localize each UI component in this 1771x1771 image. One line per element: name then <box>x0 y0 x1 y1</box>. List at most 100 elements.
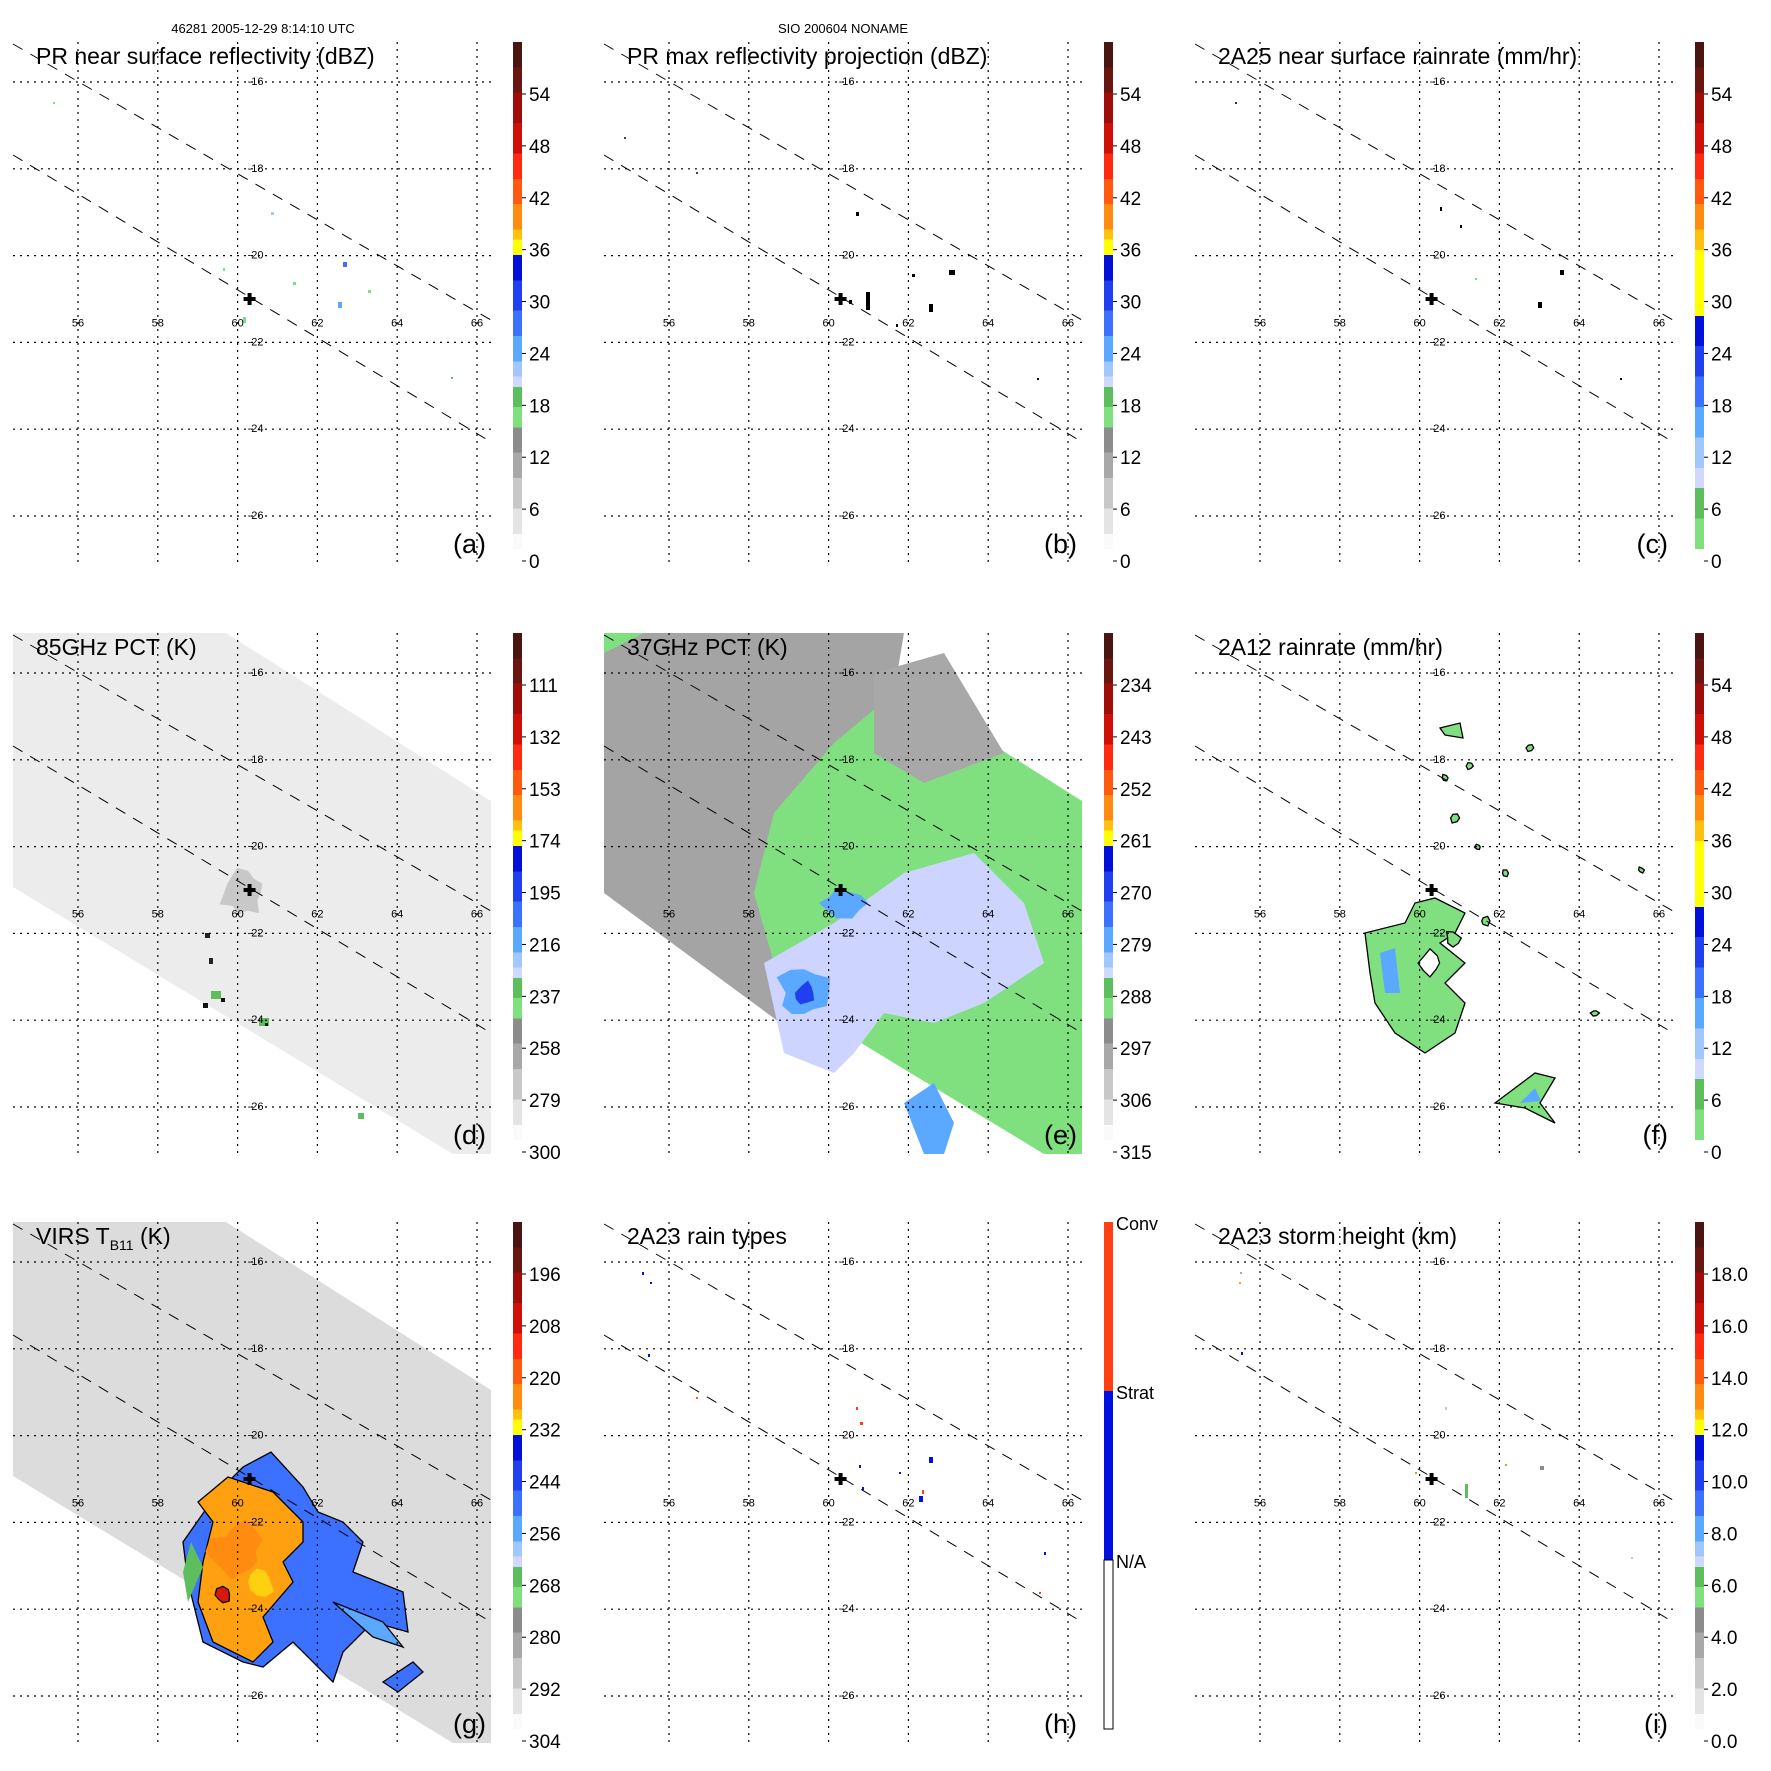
colorbar-tick-label: 300 <box>529 1143 561 1164</box>
longitude-label: 62 <box>1493 318 1505 330</box>
cold-pixel <box>265 1023 268 1026</box>
panel-letter-label: (c) <box>1637 529 1668 559</box>
longitude-label: 62 <box>902 1498 914 1510</box>
longitude-label: 62 <box>311 318 323 330</box>
warm-region <box>874 653 1004 783</box>
longitude-label: 58 <box>1334 318 1346 330</box>
rain-type-pixel <box>860 1422 863 1425</box>
colorbar-tick-label: 16.0 <box>1711 1317 1748 1338</box>
latitude-label: -22 <box>1430 927 1446 939</box>
rain-pixel <box>1440 207 1442 211</box>
longitude-label: 60 <box>822 1498 834 1510</box>
rain-type-pixel <box>642 1272 644 1275</box>
longitude-label: 64 <box>1573 1498 1585 1510</box>
colorbar-tick-label: 54 <box>529 85 551 106</box>
rain-type-pixel <box>650 1282 652 1284</box>
latitude-label: -20 <box>248 250 264 262</box>
pr-swath-edge <box>603 745 1083 1034</box>
latitude-label: -26 <box>839 510 855 522</box>
longitude-label: 66 <box>1653 318 1665 330</box>
colorbar-conv-segment <box>1104 1222 1113 1391</box>
colorbar-tick-label: 24 <box>1120 344 1142 365</box>
colorbar-tick-label: 12 <box>529 448 550 469</box>
radar-echo-pixel <box>243 317 246 323</box>
scattering-core <box>818 888 869 919</box>
colorbar-tick-label: 279 <box>1120 935 1152 956</box>
latitude-label: -20 <box>839 1430 855 1442</box>
storm-height-pixel <box>1241 1352 1243 1355</box>
longitude-label: 60 <box>822 318 834 330</box>
colorbar-tick-label: 280 <box>529 1628 561 1649</box>
panel-title: VIRS TB11 (K) <box>36 1223 171 1253</box>
longitude-label: 66 <box>471 318 483 330</box>
colorbar-bar <box>513 633 522 1140</box>
latitude-label: -22 <box>248 927 264 939</box>
colorbar-tick-label: 30 <box>529 293 550 314</box>
longitude-label: 64 <box>982 1498 994 1510</box>
colorbar-tick-label: 2.0 <box>1711 1680 1737 1701</box>
longitude-label: 60 <box>1413 318 1425 330</box>
latitude-label: -24 <box>1430 1603 1446 1615</box>
panel-imagery <box>13 633 491 1154</box>
cold-pixel <box>209 958 213 964</box>
colorbar-tick-label: 30 <box>1120 293 1141 314</box>
colorbar-tick-label: 232 <box>529 1421 561 1442</box>
radar-echo-pixel <box>368 290 371 293</box>
storm-height-pixel <box>1465 1484 1468 1498</box>
latitude-label: -22 <box>839 336 855 348</box>
latitude-label: -26 <box>1430 1690 1446 1702</box>
latitude-label: -24 <box>839 1603 855 1615</box>
cold-cloud-top <box>248 1568 275 1597</box>
pr-swath-edge <box>12 1334 492 1623</box>
panel-imagery <box>1364 722 1646 1124</box>
rain-contour <box>1465 761 1475 771</box>
latitude-label: -18 <box>839 1343 855 1355</box>
longitude-label: 58 <box>743 318 755 330</box>
panel-letter-label: (i) <box>1644 1709 1668 1739</box>
panel-d: 56 58 60 62 64 66 -16 -18 -20 -22 -24 -26 85GHz PCT … <box>12 633 561 1164</box>
latitude-label: -16 <box>839 1256 855 1268</box>
storm-center-cross-icon <box>834 293 847 305</box>
panel-letter-label: (g) <box>453 1709 486 1739</box>
colorbar-tick-label: 220 <box>529 1369 561 1390</box>
panel-h: 56 58 60 62 64 66 -16 -18 -20 -22 -24 -26 2A23 rain … <box>603 1214 1158 1743</box>
colorbar-tick-label: 216 <box>529 935 561 956</box>
latitude-label: -22 <box>248 336 264 348</box>
colorbar-tick-label: 8.0 <box>1711 1524 1737 1545</box>
pr-swath-edge <box>1194 154 1674 443</box>
latitude-label: -24 <box>839 423 855 435</box>
pr-swath-edge <box>1194 745 1674 1034</box>
latitude-label: -16 <box>248 667 264 679</box>
colorbar-tick-label: 12 <box>1711 1039 1732 1060</box>
latitude-label: -22 <box>839 927 855 939</box>
pr-swath-edge <box>12 745 492 1034</box>
panel-imagery <box>642 1272 1046 1594</box>
rain-type-pixel <box>1044 1552 1046 1555</box>
latitude-label: -16 <box>248 76 264 88</box>
longitude-label: 56 <box>1254 909 1266 921</box>
latitude-label: -26 <box>839 1690 855 1702</box>
colorbar-tick-label: 42 <box>1711 780 1732 801</box>
cold-pixel <box>358 1113 364 1119</box>
cold-pixel <box>203 1003 208 1008</box>
latitude-label: -20 <box>248 841 264 853</box>
longitude-label: 56 <box>1254 1498 1266 1510</box>
panel-letter-label: (a) <box>453 529 486 559</box>
colorbar: Conv Strat N/A <box>1103 1214 1158 1730</box>
longitude-label: 56 <box>72 1498 84 1510</box>
rain-contour <box>1417 947 1441 978</box>
radar-echo-pixel <box>929 304 933 312</box>
colorbar-bar <box>513 1222 522 1729</box>
radar-echo-pixel <box>912 274 915 277</box>
colorbar-tick-label: 304 <box>529 1732 561 1753</box>
colorbar-tick-label: 153 <box>529 780 561 801</box>
scattering-region <box>764 853 1044 1073</box>
colorbar: 111 132 153 174 195 216 237 258 279 300 <box>513 633 561 1164</box>
storm-height-pixel <box>1445 1407 1447 1410</box>
panel-imagery <box>13 1222 491 1743</box>
latitude-label: -16 <box>1430 667 1446 679</box>
colorbar-bar <box>1695 1222 1704 1729</box>
